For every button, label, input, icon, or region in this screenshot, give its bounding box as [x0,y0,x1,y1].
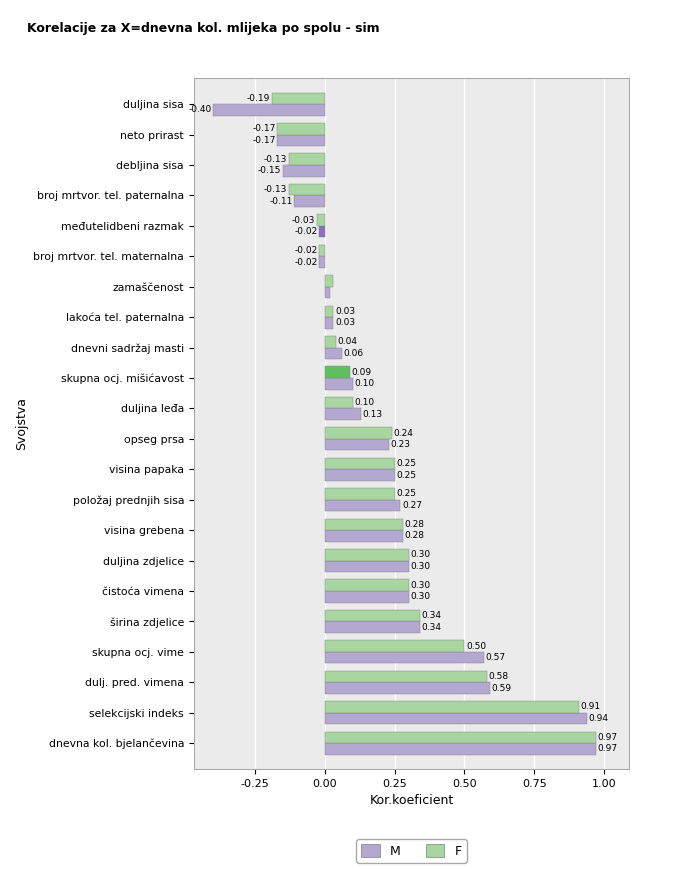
Text: -0.15: -0.15 [258,166,282,176]
Bar [320,245,325,256]
Text: 0.97: 0.97 [597,733,617,742]
Bar [325,458,394,469]
Text: 0.28: 0.28 [405,532,425,541]
Bar [320,226,325,237]
Bar [294,196,325,207]
Bar [325,549,409,561]
Bar [325,428,392,439]
Bar [325,317,333,328]
Bar [325,732,596,743]
Text: -0.03: -0.03 [292,216,315,224]
Bar [288,184,325,196]
Text: -0.13: -0.13 [264,155,287,163]
Bar [325,671,487,682]
Bar [325,591,409,602]
Text: -0.17: -0.17 [252,124,276,133]
Text: 0.03: 0.03 [335,318,355,328]
Text: 0.58: 0.58 [488,672,509,681]
Text: 0.30: 0.30 [410,580,430,590]
Text: 0.25: 0.25 [396,459,416,468]
Bar [325,610,420,621]
Text: 0.24: 0.24 [394,428,413,438]
Text: 0.27: 0.27 [402,501,422,510]
Bar [325,275,333,287]
Text: 0.94: 0.94 [589,714,609,723]
Bar [272,92,325,104]
Text: 0.30: 0.30 [410,562,430,571]
Text: -0.13: -0.13 [264,185,287,194]
Bar [325,336,336,348]
Text: 0.34: 0.34 [422,611,441,620]
Text: -0.40: -0.40 [188,105,211,115]
Bar [288,154,325,165]
Bar [325,701,579,713]
Text: 0.10: 0.10 [354,398,375,408]
Bar [325,713,587,725]
Text: 0.28: 0.28 [405,520,425,529]
Text: 0.10: 0.10 [354,379,375,388]
Text: 0.91: 0.91 [581,702,600,712]
Bar [325,561,409,572]
Text: 0.30: 0.30 [410,550,430,560]
X-axis label: Kor.koeficient: Kor.koeficient [369,794,454,807]
Bar [325,682,490,693]
Bar [325,530,403,541]
Text: -0.19: -0.19 [247,94,270,103]
Text: 0.59: 0.59 [491,684,511,693]
Text: 0.25: 0.25 [396,471,416,480]
Text: -0.17: -0.17 [252,136,276,145]
Bar [317,215,325,226]
Text: 0.50: 0.50 [466,641,486,651]
Text: 0.34: 0.34 [422,623,441,632]
Text: -0.02: -0.02 [294,246,318,255]
Text: 0.04: 0.04 [338,337,358,346]
Text: 0.06: 0.06 [343,348,363,358]
Bar [325,519,403,530]
Bar [325,397,353,408]
Text: 0.57: 0.57 [486,653,506,662]
Text: 0.23: 0.23 [391,440,411,449]
Text: -0.02: -0.02 [294,227,318,236]
Bar [325,348,341,359]
Bar [320,256,325,268]
Bar [283,165,325,176]
Bar [325,287,330,298]
Bar [325,367,350,378]
Bar [325,640,464,652]
Bar [277,135,325,146]
Text: -0.02: -0.02 [294,257,318,267]
Bar [325,469,394,481]
Legend: M, F: M, F [356,839,466,863]
Bar [325,439,389,450]
Bar [325,306,333,317]
Bar [325,500,401,511]
Bar [277,123,325,135]
Text: 0.97: 0.97 [597,745,617,753]
Bar [325,652,484,663]
Text: 0.09: 0.09 [352,368,372,376]
Text: 0.03: 0.03 [335,307,355,315]
Bar [325,378,353,389]
Text: 0.25: 0.25 [396,489,416,499]
Bar [325,621,420,633]
Y-axis label: Svojstva: Svojstva [15,397,28,450]
Bar [325,488,394,500]
Bar [214,104,325,116]
Bar [325,580,409,591]
Text: 0.13: 0.13 [363,409,383,419]
Text: -0.11: -0.11 [269,196,292,206]
Bar [325,408,361,420]
Text: Korelacije za X=dnevna kol. mlijeka po spolu - sim: Korelacije za X=dnevna kol. mlijeka po s… [27,22,380,35]
Bar [325,743,596,755]
Text: 0.30: 0.30 [410,593,430,601]
